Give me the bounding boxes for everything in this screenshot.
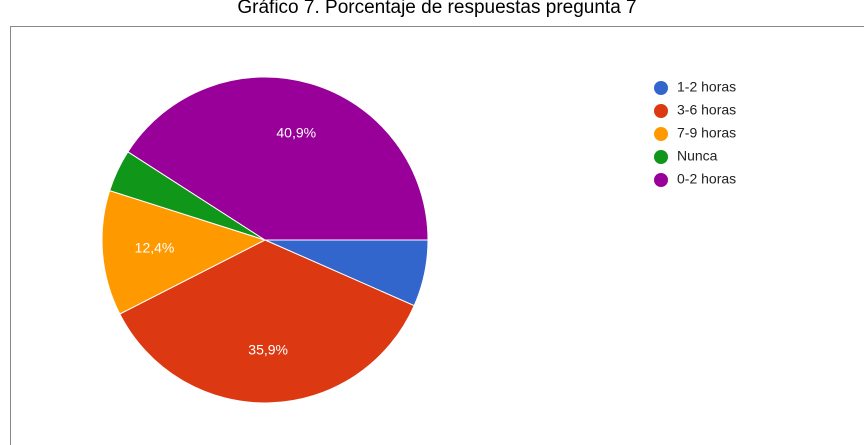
legend-swatch (654, 150, 668, 164)
legend-label: Nunca (677, 148, 718, 164)
chart-title: Gráfico 7. Porcentaje de respuestas preg… (237, 0, 636, 18)
legend-label: 0-2 horas (677, 171, 736, 187)
legend-label: 7-9 horas (677, 125, 736, 141)
legend-label: 3-6 horas (677, 102, 736, 118)
legend-label: 1-2 horas (677, 79, 736, 95)
pie-slice (127, 76, 429, 241)
pie-slice (119, 239, 415, 404)
legend-swatch (654, 173, 668, 187)
slice-label: 12,4% (135, 240, 175, 256)
legend-swatch (654, 81, 668, 95)
legend-swatch (654, 104, 668, 118)
pie-slice (101, 189, 267, 315)
slice-label: 35,9% (248, 341, 288, 357)
slice-label: 40,9% (276, 124, 316, 140)
legend-swatch (654, 127, 668, 141)
